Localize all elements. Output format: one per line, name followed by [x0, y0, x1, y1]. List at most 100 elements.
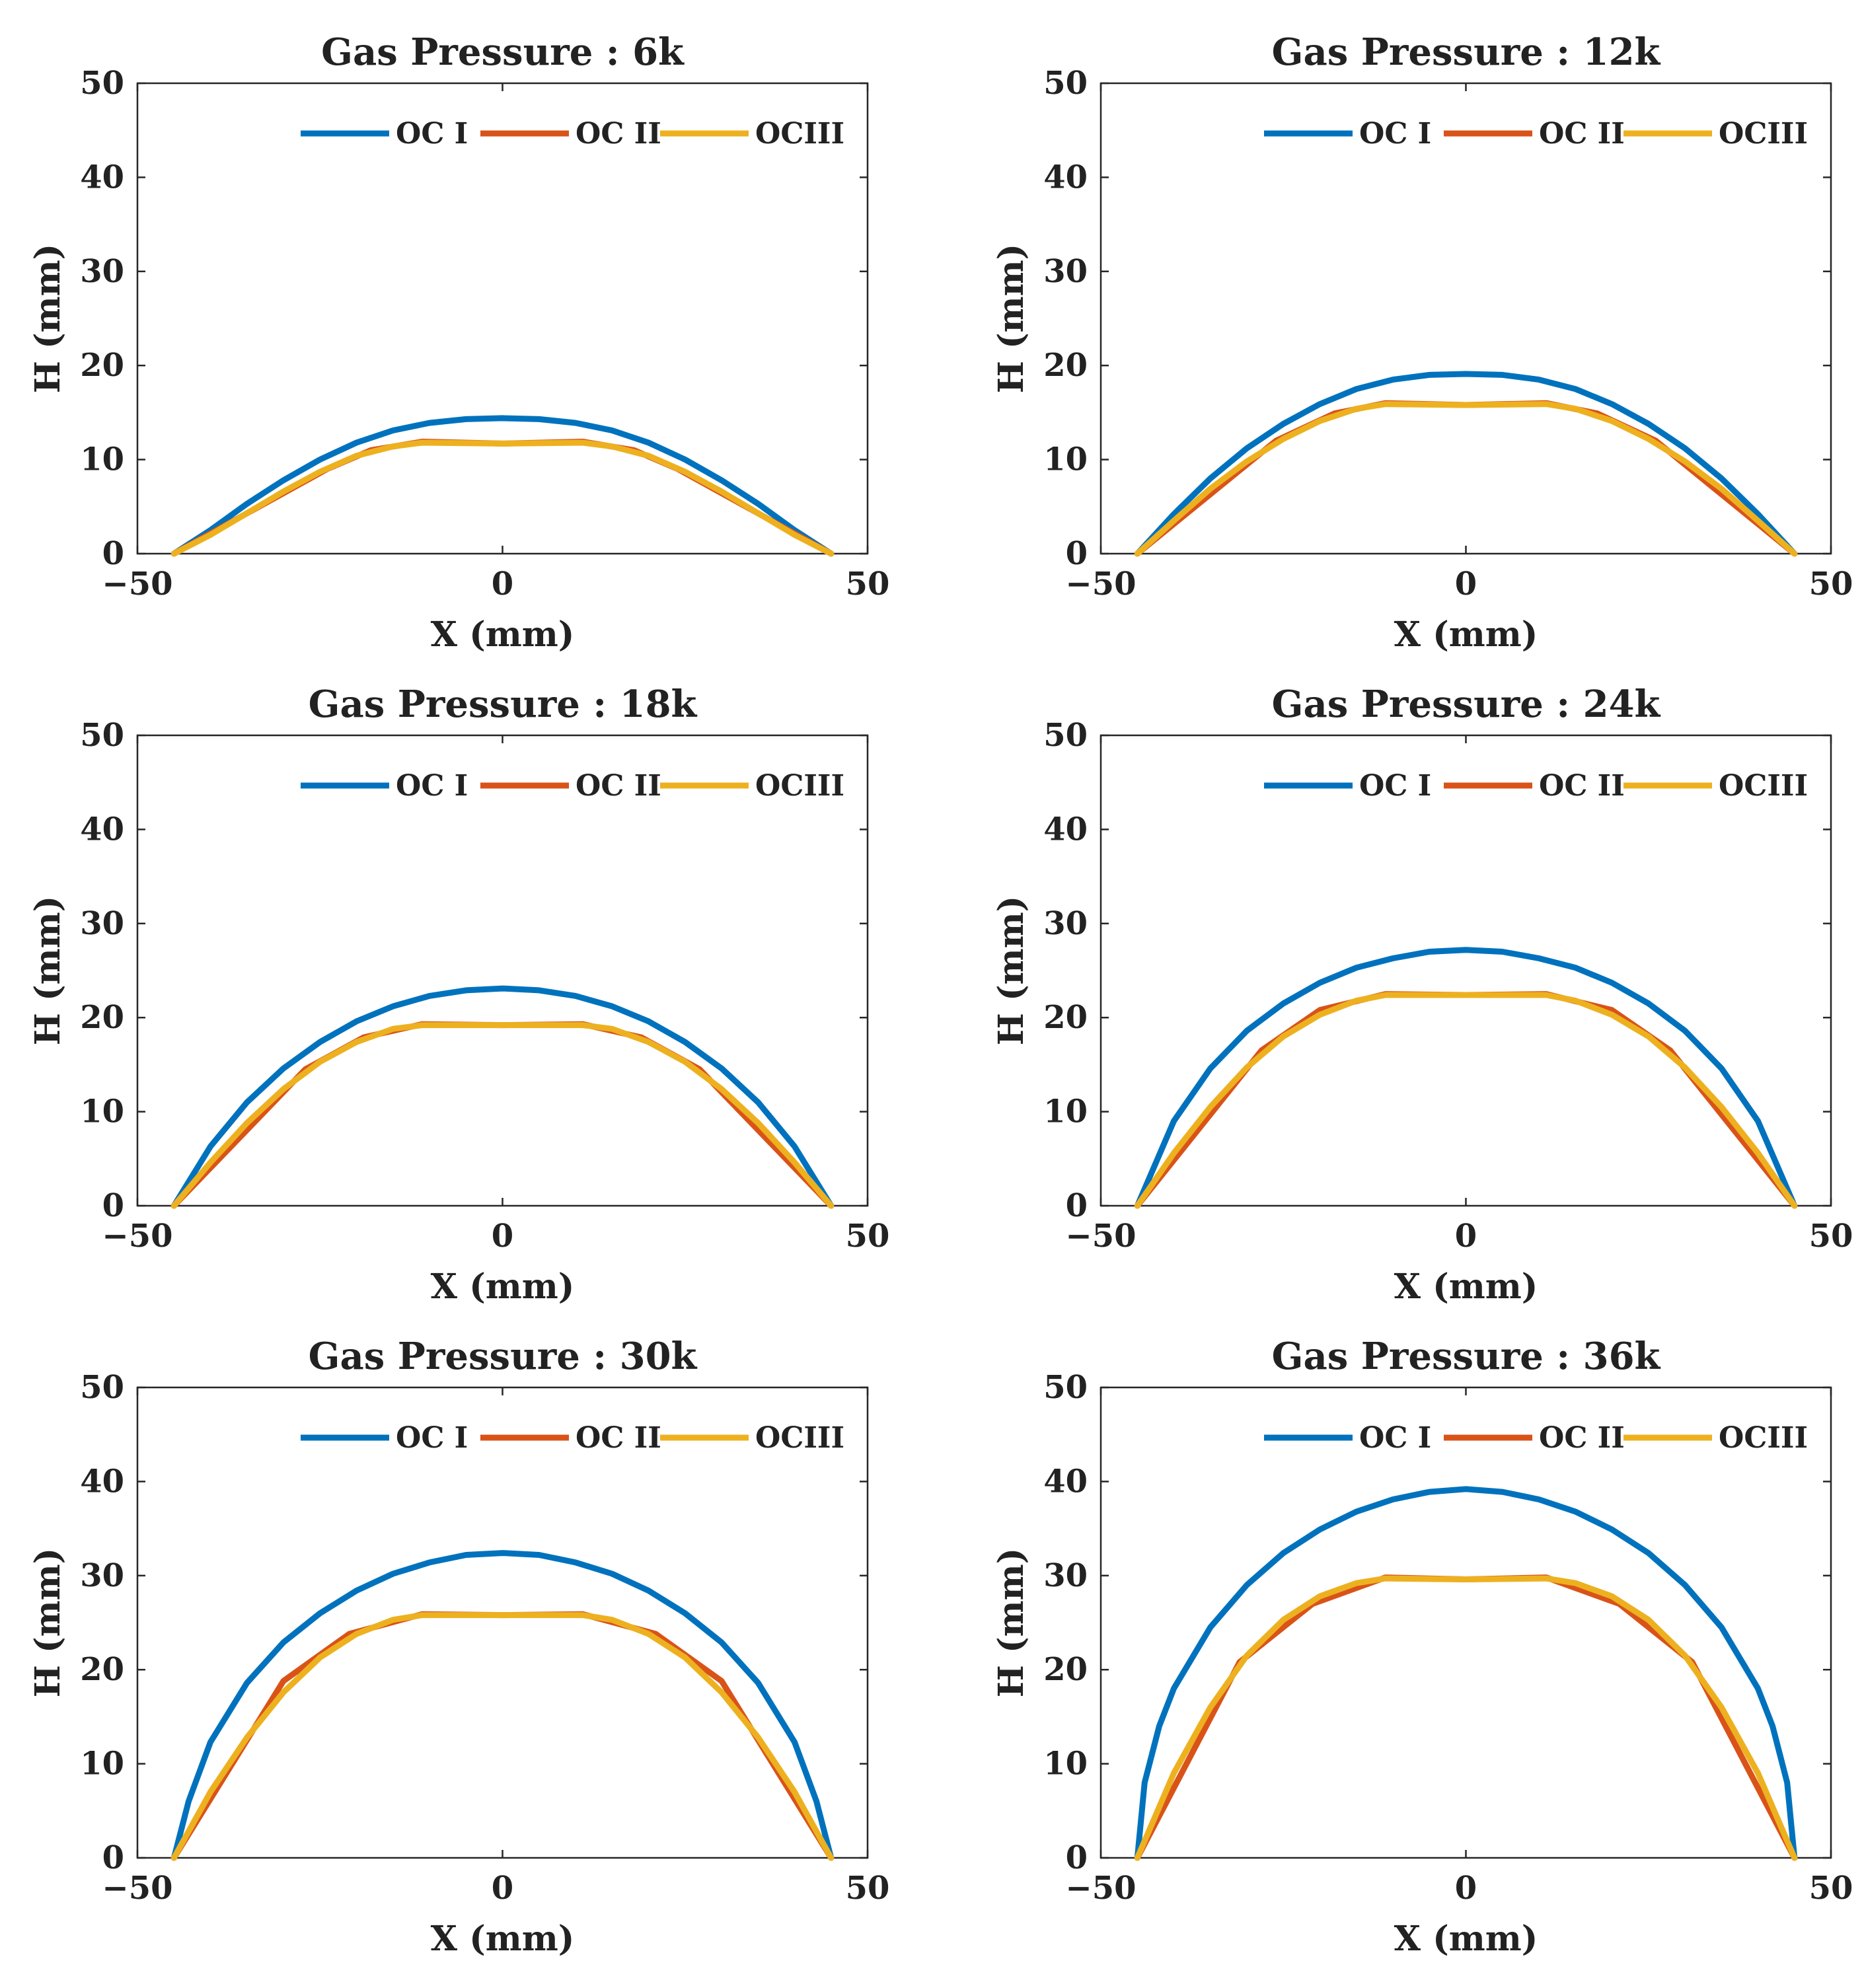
y-tick-label: 40 — [1043, 1463, 1088, 1500]
series-line-oc-i — [1134, 371, 1798, 557]
x-tick-label: 0 — [1455, 566, 1477, 603]
legend-label-ociii: OCIII — [755, 117, 844, 151]
series-line-ociii — [170, 439, 835, 557]
x-tick-label: 0 — [492, 1870, 513, 1907]
y-tick-label: 50 — [80, 1369, 124, 1406]
y-axis-label: H (mm) — [991, 244, 1031, 393]
y-tick-label: 30 — [80, 1557, 124, 1594]
y-tick-label: 40 — [1043, 159, 1088, 196]
y-tick-label: 0 — [1066, 535, 1088, 572]
series-line-ociii — [170, 1022, 835, 1209]
y-tick-label: 30 — [80, 905, 124, 942]
plot-area — [1100, 82, 1832, 555]
series-line-oc-i — [170, 1550, 835, 1861]
legend-label-ociii: OCIII — [1719, 117, 1808, 151]
y-tick-label: 0 — [1066, 1187, 1088, 1224]
y-tick-label: 40 — [1043, 811, 1088, 848]
legend-label-oc-ii: OC II — [576, 1421, 661, 1455]
y-tick-label: 20 — [80, 999, 124, 1036]
y-tick-label: 50 — [80, 65, 124, 102]
y-tick-label: 20 — [1043, 1651, 1088, 1688]
plot-area — [136, 1386, 869, 1859]
plot-area — [1100, 734, 1832, 1207]
y-tick-label: 10 — [1043, 1746, 1088, 1783]
legend-label-ociii: OCIII — [755, 769, 844, 803]
y-tick-label: 10 — [80, 441, 124, 478]
x-axis-label: X (mm) — [431, 1919, 575, 1959]
x-tick-label: 50 — [846, 1218, 890, 1255]
chart-title: Gas Pressure : 36k — [1272, 1335, 1661, 1378]
x-tick-label: 50 — [846, 1870, 890, 1907]
y-tick-label: 50 — [1043, 1369, 1088, 1406]
x-tick-label: 50 — [1809, 1870, 1853, 1907]
x-tick-label: 50 — [1809, 566, 1853, 603]
y-tick-label: 50 — [1043, 65, 1088, 102]
x-tick-label: 0 — [492, 566, 513, 603]
legend-label-oc-ii: OC II — [1539, 769, 1625, 803]
y-axis-label: H (mm) — [991, 896, 1031, 1045]
chart-title: Gas Pressure : 6k — [321, 30, 685, 74]
plot-area — [136, 82, 869, 555]
y-tick-label: 30 — [1043, 905, 1088, 942]
legend-label-ociii: OCIII — [1719, 1421, 1808, 1455]
y-tick-label: 10 — [1043, 441, 1088, 478]
series-line-oc-i — [1134, 1486, 1798, 1861]
legend-label-oc-ii: OC II — [1539, 1421, 1625, 1455]
legend-label-oc-i: OC I — [396, 769, 468, 803]
y-tick-label: 10 — [80, 1746, 124, 1783]
y-tick-label: 40 — [80, 1463, 124, 1500]
y-tick-label: 40 — [80, 159, 124, 196]
chart-title: Gas Pressure : 12k — [1272, 30, 1661, 74]
y-tick-label: 20 — [1043, 999, 1088, 1036]
legend-label-oc-i: OC I — [1359, 117, 1431, 151]
plot-area — [136, 734, 869, 1207]
y-axis-label: H (mm) — [28, 244, 68, 393]
x-tick-label: −50 — [1065, 1870, 1136, 1907]
legend-label-oc-i: OC I — [1359, 1421, 1431, 1455]
x-axis-label: X (mm) — [1394, 1267, 1538, 1307]
legend-label-oc-ii: OC II — [1539, 117, 1625, 151]
y-tick-label: 10 — [80, 1093, 124, 1130]
chart-title: Gas Pressure : 30k — [309, 1335, 698, 1378]
x-axis-label: X (mm) — [431, 614, 575, 655]
y-tick-label: 40 — [80, 811, 124, 848]
y-axis-label: H (mm) — [991, 1548, 1031, 1697]
y-tick-label: 30 — [80, 253, 124, 290]
x-tick-label: −50 — [1065, 566, 1136, 603]
y-tick-label: 0 — [102, 1187, 124, 1224]
x-tick-label: −50 — [1065, 1218, 1136, 1255]
y-tick-label: 50 — [80, 717, 124, 754]
series-line-ociii — [1134, 1575, 1798, 1861]
y-tick-label: 10 — [1043, 1093, 1088, 1130]
x-tick-label: 0 — [1455, 1870, 1477, 1907]
legend-label-oc-i: OC I — [1359, 769, 1431, 803]
x-tick-label: 0 — [1455, 1218, 1477, 1255]
y-tick-label: 30 — [1043, 1557, 1088, 1594]
legend-label-oc-ii: OC II — [576, 769, 661, 803]
series-line-oc-i — [1134, 947, 1798, 1209]
series-line-oc-i — [170, 985, 835, 1209]
x-axis-label: X (mm) — [1394, 614, 1538, 655]
y-axis-label: H (mm) — [28, 896, 68, 1045]
plot-area — [1100, 1386, 1832, 1859]
x-axis-label: X (mm) — [1394, 1919, 1538, 1959]
x-tick-label: 0 — [492, 1218, 513, 1255]
legend-label-ociii: OCIII — [755, 1421, 844, 1455]
y-axis-label: H (mm) — [28, 1548, 68, 1697]
y-tick-label: 20 — [80, 1651, 124, 1688]
y-tick-label: 50 — [1043, 717, 1088, 754]
series-line-ociii — [170, 1612, 835, 1861]
series-line-ociii — [1134, 401, 1798, 557]
legend-label-oc-ii: OC II — [576, 117, 661, 151]
y-tick-label: 0 — [1066, 1839, 1088, 1876]
x-tick-label: 50 — [1809, 1218, 1853, 1255]
x-tick-label: −50 — [102, 1870, 172, 1907]
chart-title: Gas Pressure : 18k — [309, 682, 698, 726]
y-tick-label: 0 — [102, 535, 124, 572]
